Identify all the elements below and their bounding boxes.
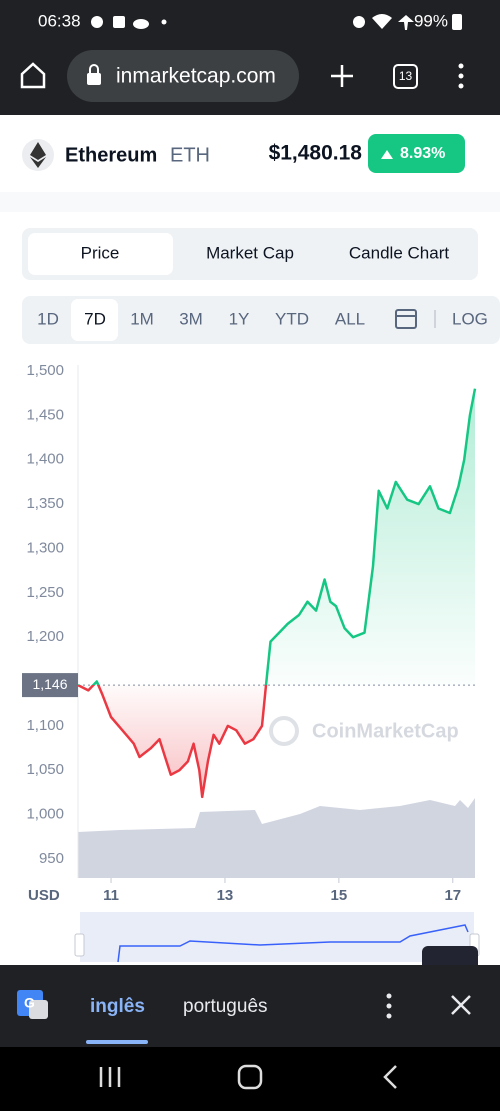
tab-switcher[interactable] — [393, 64, 418, 89]
range-group — [22, 296, 500, 344]
y-tick-label: 1,400 — [26, 451, 64, 468]
translate-icon-back — [29, 1000, 48, 1019]
coin-price: $1,480.18 — [269, 142, 363, 165]
y-tick-label: 950 — [39, 850, 64, 867]
lock-icon — [87, 73, 101, 85]
calendar-icon[interactable] — [395, 309, 417, 329]
change-badge — [368, 134, 465, 173]
y-tick-label: 1,250 — [26, 584, 64, 601]
y-tick-label: 1,300 — [26, 539, 64, 556]
battery: 99% — [414, 11, 448, 30]
recents-button[interactable] — [99, 1067, 121, 1087]
reference-label-bg — [22, 673, 78, 698]
menu-button[interactable] — [458, 63, 464, 89]
back-button[interactable] — [383, 1065, 397, 1089]
tab[interactable]: Candle Chart — [349, 243, 449, 262]
price-line — [77, 388, 477, 799]
status-icons — [91, 14, 462, 30]
language-selected[interactable]: inglês — [90, 996, 145, 1017]
change-value: 8.93% — [400, 145, 445, 162]
header-shadow — [0, 192, 500, 212]
language[interactable]: português — [183, 996, 268, 1017]
coin-symbol: ETH — [170, 144, 210, 166]
range[interactable]: 1M — [130, 309, 154, 328]
range[interactable]: 1D — [37, 309, 59, 328]
range[interactable]: LOG — [452, 309, 488, 328]
x-tick-label: 11 — [103, 887, 119, 904]
range-selected[interactable] — [71, 299, 118, 341]
time: 06:38 — [38, 11, 81, 30]
language-underline — [86, 1040, 148, 1044]
range[interactable]: 1Y — [229, 309, 250, 328]
navigator-handle[interactable] — [74, 933, 85, 957]
x-tick-label: 15 — [331, 887, 348, 904]
y-unit: USD — [28, 887, 60, 904]
tab[interactable]: Price — [81, 243, 120, 262]
reference-label: 1,146 — [32, 676, 67, 692]
translate-menu[interactable] — [386, 993, 392, 1019]
watermark-logo — [269, 716, 299, 746]
range[interactable]: ALL — [335, 309, 365, 328]
new-tab[interactable] — [331, 65, 353, 87]
y-tick-label: 1,500 — [26, 362, 64, 379]
url: inmarketcap.com — [116, 65, 276, 88]
x-tick-label: 17 — [444, 887, 461, 904]
y-tick-label: 1,100 — [26, 717, 64, 734]
navigator[interactable] — [80, 912, 474, 962]
close-button[interactable] — [451, 995, 471, 1015]
tab-count: 13 — [399, 69, 413, 83]
translate-bar — [0, 965, 500, 1047]
y-tick-label: 1,000 — [26, 806, 64, 823]
y-tick-label: 1,200 — [26, 628, 64, 645]
eth-logo — [30, 142, 46, 168]
navigator-line — [117, 924, 469, 963]
y-tick-label: 1,350 — [26, 495, 64, 512]
nav-bar — [0, 1047, 500, 1111]
y-tick-label: 1,050 — [26, 761, 64, 778]
range[interactable]: 3M — [179, 309, 203, 328]
price-chart: 9501,0001,0501,1001,1501,2001,2501,3001,… — [22, 362, 477, 904]
range[interactable]: 7D — [84, 309, 106, 328]
home-button[interactable] — [20, 62, 46, 89]
y-tick-label: 1,450 — [26, 406, 64, 423]
translate-icon-g: G — [24, 995, 35, 1011]
lock-shackle — [89, 64, 99, 73]
volume-area — [78, 798, 475, 878]
url-bar[interactable] — [67, 50, 299, 102]
up-arrow — [381, 150, 393, 159]
price-area — [78, 388, 475, 797]
home-nav[interactable] — [237, 1064, 263, 1090]
x-tick-label: 13 — [217, 887, 234, 904]
range[interactable]: YTD — [275, 309, 309, 328]
watermark: CoinMarketCap — [312, 720, 459, 742]
tab[interactable]: Market Cap — [206, 243, 294, 262]
coin-name: Ethereum — [65, 144, 157, 166]
tab-selected[interactable] — [28, 233, 173, 275]
